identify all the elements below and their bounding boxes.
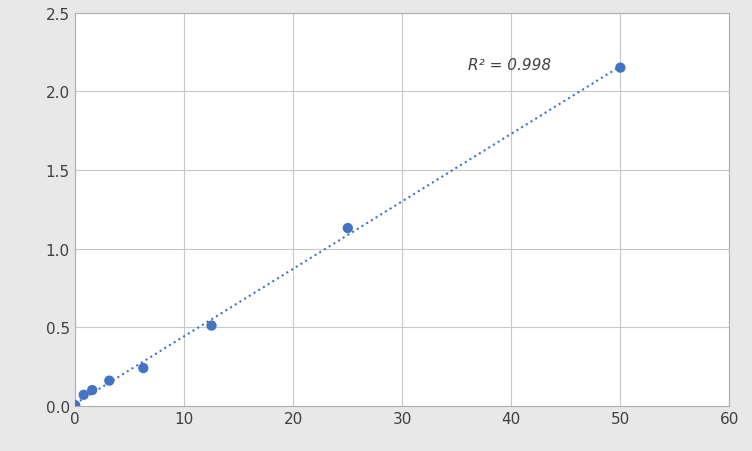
- Point: [614, 65, 626, 72]
- Point: [77, 391, 89, 399]
- Point: [341, 225, 353, 232]
- Point: [86, 387, 99, 394]
- Point: [69, 402, 81, 409]
- Point: [205, 322, 217, 330]
- Point: [138, 364, 150, 372]
- Point: [103, 377, 115, 384]
- Text: R² = 0.998: R² = 0.998: [468, 58, 551, 73]
